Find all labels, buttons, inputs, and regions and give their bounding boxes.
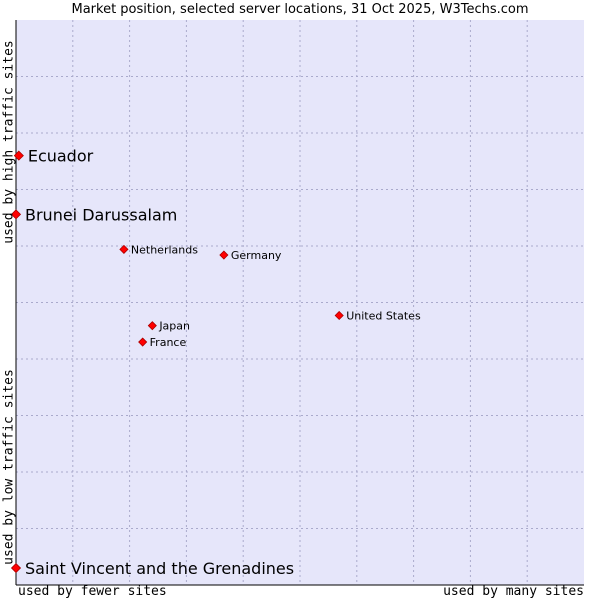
point-label-saint-vincent-and-the-grenadines: Saint Vincent and the Grenadines bbox=[25, 559, 294, 578]
point-label-germany: Germany bbox=[231, 249, 282, 262]
point-label-ecuador: Ecuador bbox=[28, 147, 94, 166]
point-marker-netherlands bbox=[119, 244, 129, 254]
x-axis-label-high: used by many sites bbox=[443, 584, 584, 599]
point-marker-ecuador bbox=[13, 150, 24, 161]
point-marker-brunei-darussalam bbox=[10, 209, 22, 220]
chart-title: Market position, selected server locatio… bbox=[71, 2, 529, 17]
point-marker-united-states bbox=[334, 310, 344, 321]
point-marker-saint-vincent-and-the-grenadines bbox=[10, 562, 22, 574]
point-label-netherlands: Netherlands bbox=[131, 243, 198, 256]
y-axis-label-high: used by high traffic sites bbox=[1, 40, 17, 244]
point-label-united-states: United States bbox=[346, 309, 421, 322]
grid-lines bbox=[16, 20, 584, 585]
point-label-france: France bbox=[150, 336, 187, 349]
point-label-brunei-darussalam: Brunei Darussalam bbox=[25, 205, 177, 224]
point-marker-japan bbox=[147, 321, 157, 331]
y-axis-label-low: used by low traffic sites bbox=[1, 369, 17, 565]
point-label-japan: Japan bbox=[158, 320, 190, 333]
x-axis-label-low: used by fewer sites bbox=[18, 584, 167, 599]
point-marker-germany bbox=[219, 250, 229, 260]
point-marker-france bbox=[138, 337, 148, 347]
data-points: Ecuador Brunei Darussalam Netherlands Germa… bbox=[10, 147, 421, 578]
